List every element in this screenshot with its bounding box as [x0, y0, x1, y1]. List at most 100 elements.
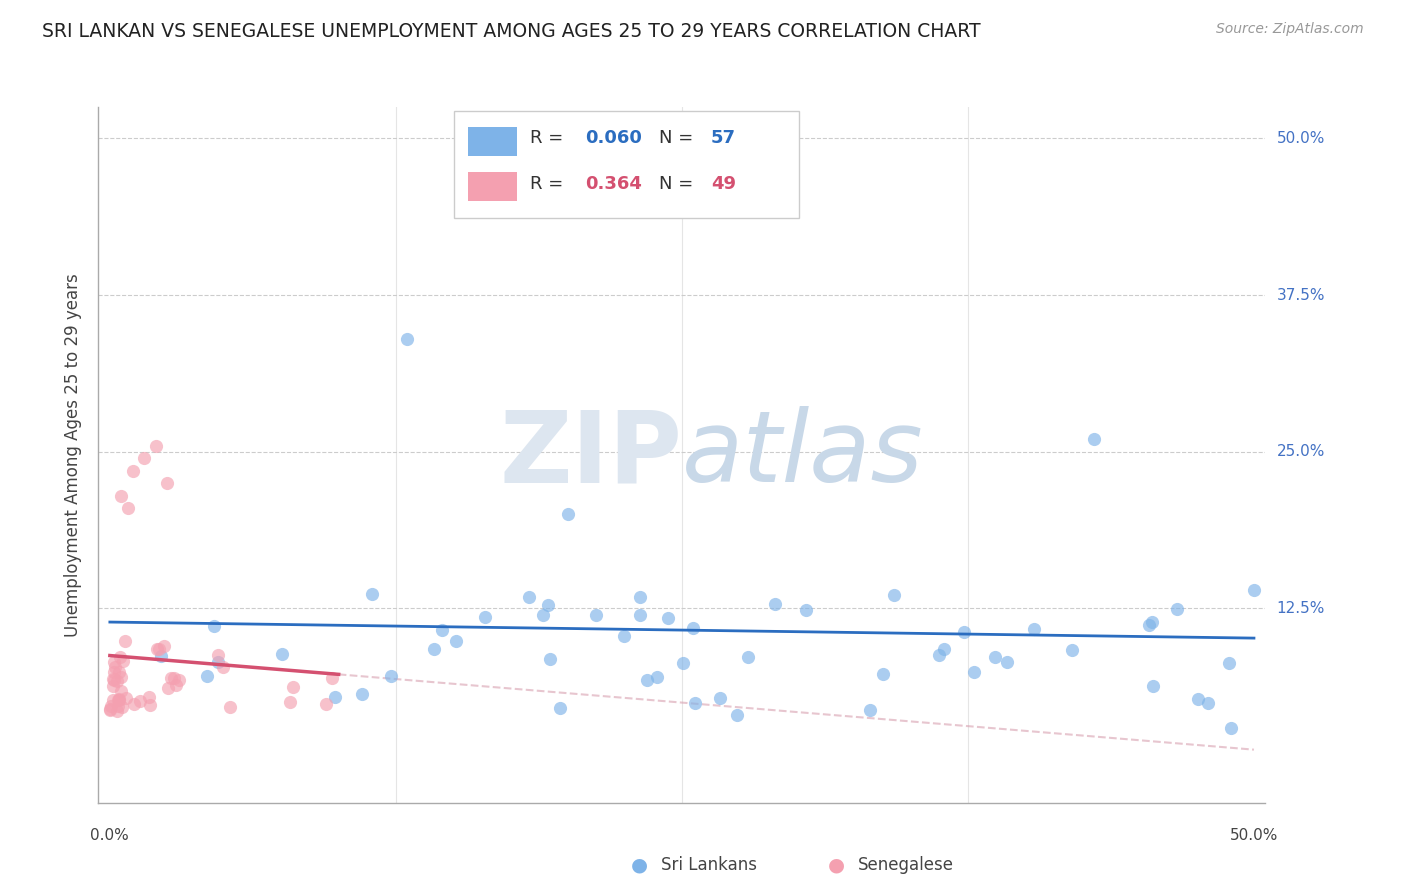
Point: [98, 704, 121, 718]
Point: [212, 660, 235, 674]
Text: 50.0%: 50.0%: [1277, 131, 1324, 146]
Point: [538, 652, 561, 666]
Point: [105, 673, 128, 688]
Point: [1022, 623, 1045, 637]
Y-axis label: Unemployment Among Ages 25 to 29 years: Unemployment Among Ages 25 to 29 years: [65, 273, 83, 637]
Point: [932, 642, 955, 657]
Point: [444, 633, 467, 648]
Point: [163, 671, 186, 685]
Text: 0.0%: 0.0%: [90, 828, 129, 843]
Point: [396, 332, 419, 346]
Point: [103, 692, 125, 706]
Point: [709, 690, 731, 705]
Point: [657, 611, 679, 625]
Point: [156, 476, 179, 491]
Point: [128, 694, 150, 708]
Point: [557, 508, 579, 522]
Point: [323, 690, 346, 704]
Point: [202, 619, 225, 633]
Point: [165, 677, 187, 691]
Point: [794, 602, 817, 616]
Point: [167, 673, 190, 687]
Text: atlas: atlas: [682, 407, 924, 503]
Point: [110, 684, 132, 698]
Point: [103, 656, 125, 670]
Point: [105, 704, 128, 718]
Point: [101, 673, 124, 687]
Point: [111, 700, 134, 714]
Point: [537, 599, 560, 613]
Text: 0.060: 0.060: [585, 129, 643, 147]
Text: Source: ZipAtlas.com: Source: ZipAtlas.com: [1216, 22, 1364, 37]
Point: [117, 501, 139, 516]
Point: [1197, 696, 1219, 710]
Point: [107, 692, 129, 706]
FancyBboxPatch shape: [468, 127, 517, 156]
Text: R =: R =: [530, 175, 569, 193]
Point: [432, 624, 454, 638]
Text: 0.364: 0.364: [585, 175, 643, 193]
Text: N =: N =: [658, 175, 699, 193]
Point: [219, 700, 242, 714]
Point: [763, 597, 786, 611]
Point: [1142, 679, 1164, 693]
Point: [112, 655, 135, 669]
Point: [548, 701, 571, 715]
Point: [122, 697, 145, 711]
Text: Senegalese: Senegalese: [858, 856, 953, 874]
Point: [952, 625, 974, 640]
Point: [103, 665, 125, 680]
Point: [146, 642, 169, 657]
Point: [315, 697, 337, 711]
Point: [107, 665, 129, 679]
Point: [872, 667, 894, 681]
Point: [928, 648, 950, 663]
Point: [1062, 642, 1084, 657]
Text: 12.5%: 12.5%: [1277, 601, 1324, 616]
Point: [963, 665, 986, 679]
FancyBboxPatch shape: [468, 172, 517, 201]
Point: [1187, 691, 1209, 706]
Point: [422, 642, 444, 657]
Text: N =: N =: [658, 129, 699, 147]
Point: [104, 659, 127, 673]
Text: 25.0%: 25.0%: [1277, 444, 1324, 459]
Point: [474, 610, 496, 624]
Point: [983, 650, 1005, 665]
Point: [160, 671, 183, 685]
Point: [281, 680, 304, 694]
Point: [740, 169, 762, 183]
Text: SRI LANKAN VS SENEGALESE UNEMPLOYMENT AMONG AGES 25 TO 29 YEARS CORRELATION CHAR: SRI LANKAN VS SENEGALESE UNEMPLOYMENT AM…: [42, 22, 981, 41]
Text: 37.5%: 37.5%: [1277, 287, 1324, 302]
Point: [114, 634, 136, 648]
Point: [859, 703, 882, 717]
Point: [1083, 432, 1105, 446]
Point: [645, 670, 668, 684]
Text: ZIP: ZIP: [499, 407, 682, 503]
Point: [134, 451, 156, 466]
Point: [149, 648, 172, 663]
Point: [1137, 618, 1160, 632]
Point: [1218, 656, 1240, 670]
Text: Sri Lankans: Sri Lankans: [661, 856, 756, 874]
Point: [1166, 601, 1188, 615]
Point: [101, 679, 124, 693]
Point: [138, 690, 160, 705]
Point: [517, 591, 540, 605]
Point: [108, 692, 131, 706]
Point: [321, 671, 343, 685]
Point: [1220, 721, 1243, 735]
Point: [278, 695, 301, 709]
Point: [100, 698, 122, 713]
Point: [207, 648, 229, 662]
Point: [103, 673, 125, 688]
Text: R =: R =: [530, 129, 569, 147]
Point: [121, 464, 143, 478]
Text: 50.0%: 50.0%: [1230, 828, 1278, 843]
Point: [883, 588, 905, 602]
Point: [195, 669, 218, 683]
Point: [207, 655, 229, 669]
Point: [628, 590, 651, 604]
Point: [110, 670, 132, 684]
Point: [585, 608, 607, 623]
